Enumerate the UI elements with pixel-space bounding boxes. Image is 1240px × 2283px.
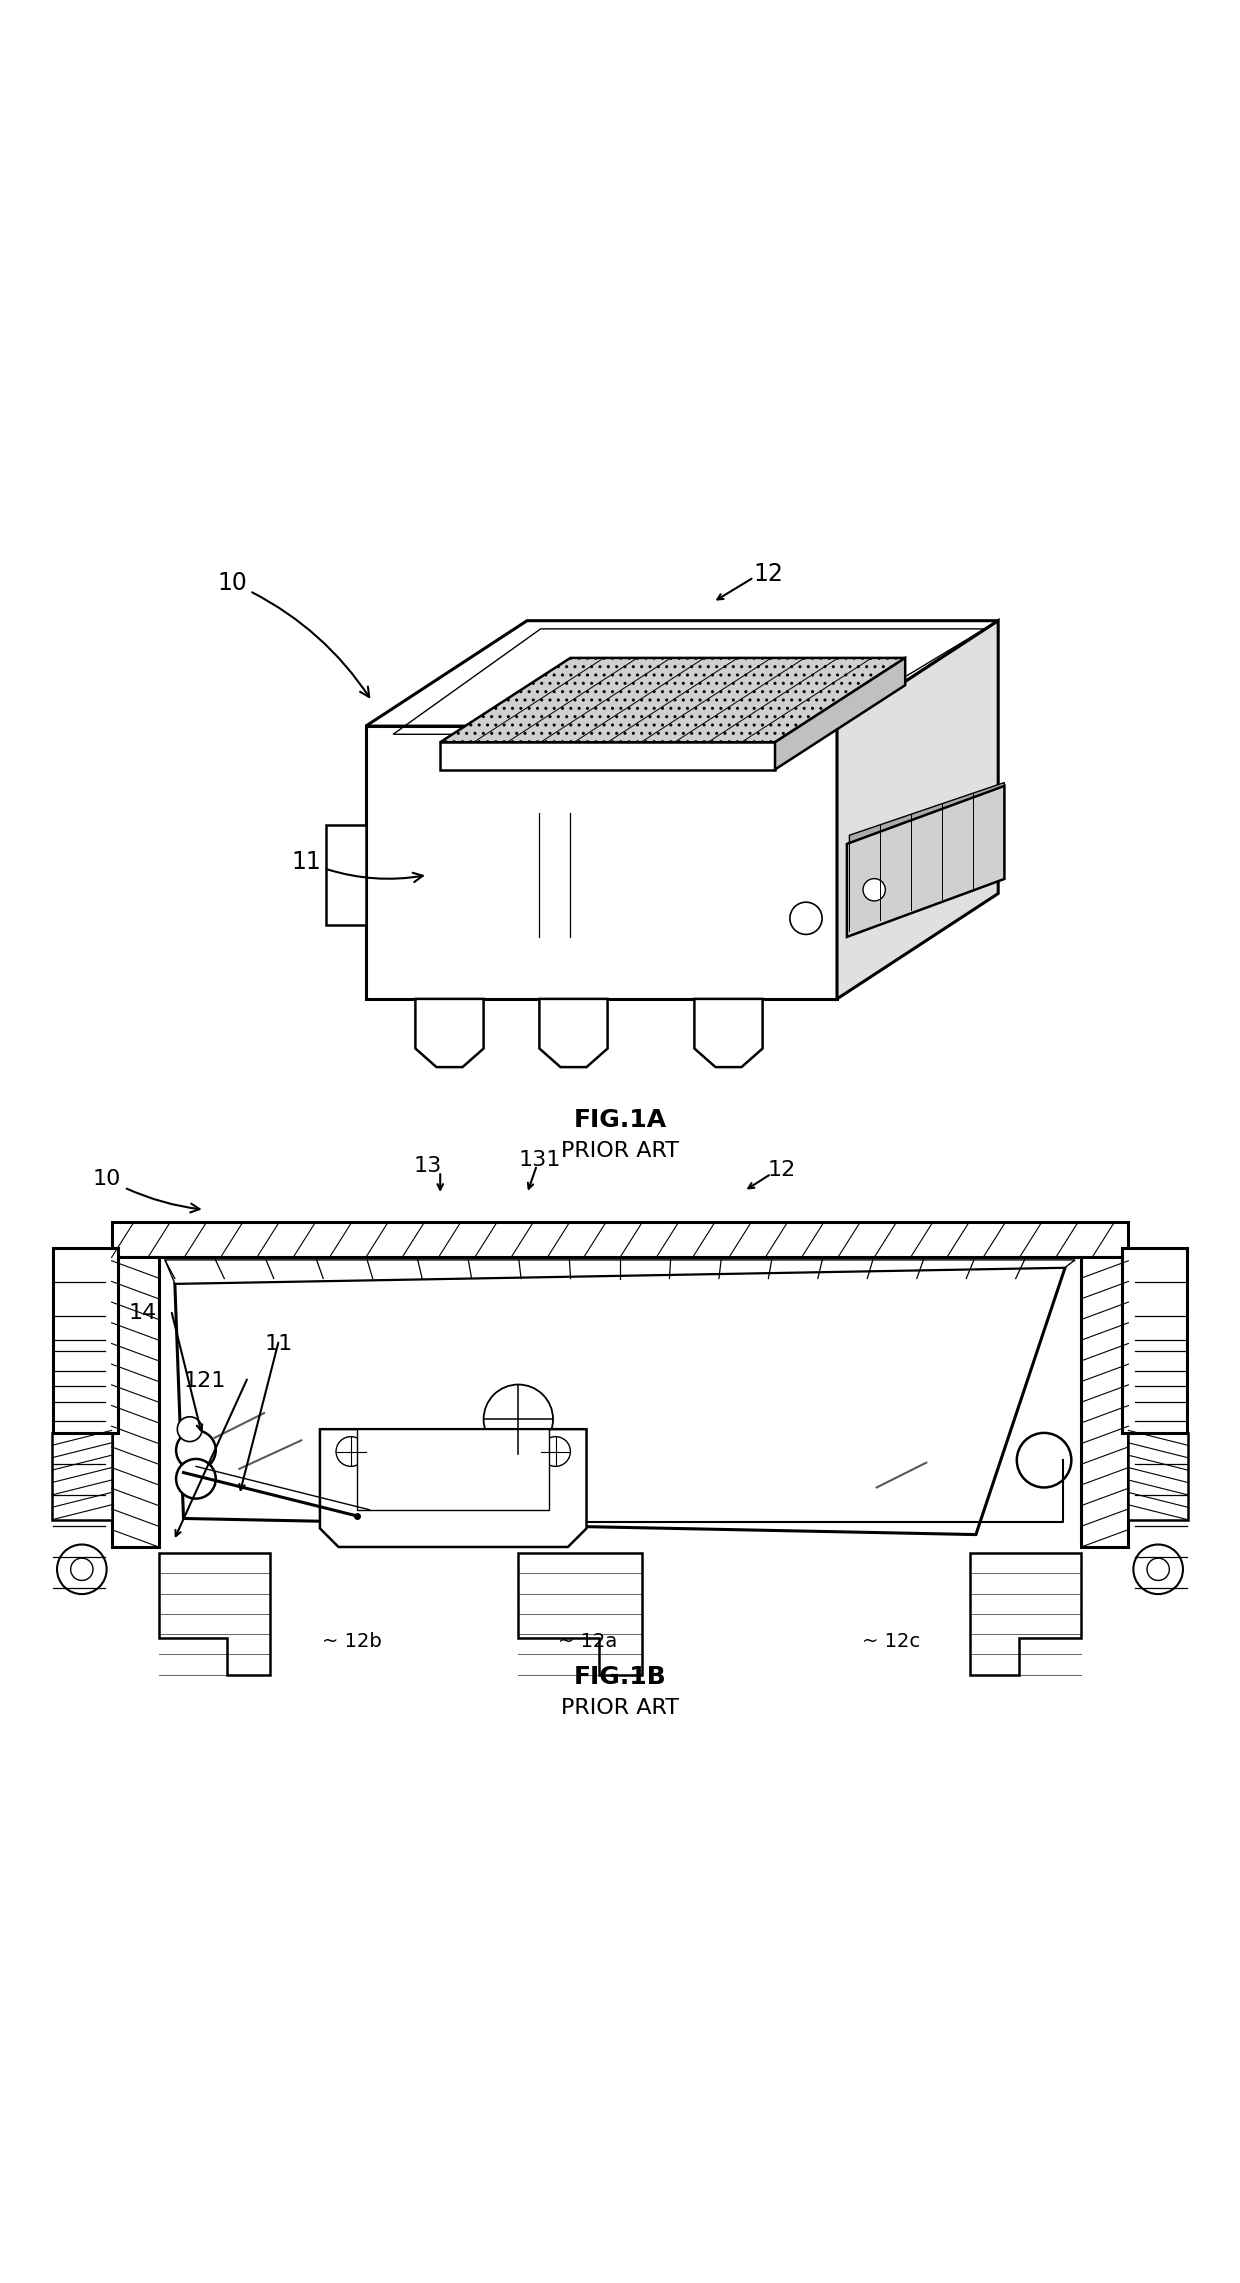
Text: 14: 14	[129, 1304, 156, 1322]
Polygon shape	[326, 824, 366, 925]
Polygon shape	[415, 1000, 484, 1066]
Circle shape	[1017, 1434, 1071, 1489]
Circle shape	[1133, 1546, 1183, 1594]
Text: 12: 12	[768, 1160, 795, 1180]
Text: 10: 10	[217, 571, 370, 696]
Polygon shape	[847, 785, 1004, 936]
Text: ~ 12a: ~ 12a	[558, 1632, 618, 1651]
Circle shape	[541, 1436, 570, 1466]
Text: 13: 13	[414, 1155, 441, 1176]
Circle shape	[71, 1557, 93, 1580]
Polygon shape	[1128, 1434, 1188, 1520]
Text: FIG.1B: FIG.1B	[574, 1664, 666, 1689]
Polygon shape	[775, 658, 905, 769]
Circle shape	[336, 1436, 366, 1466]
Polygon shape	[849, 783, 1004, 931]
Polygon shape	[539, 1000, 608, 1066]
Circle shape	[176, 1459, 216, 1498]
Text: 131: 131	[518, 1151, 560, 1171]
Polygon shape	[694, 1000, 763, 1066]
Circle shape	[57, 1546, 107, 1594]
Polygon shape	[175, 1267, 1065, 1534]
Text: ~ 12b: ~ 12b	[322, 1632, 382, 1651]
Polygon shape	[837, 621, 998, 1000]
Circle shape	[863, 879, 885, 902]
Polygon shape	[53, 1249, 118, 1434]
Circle shape	[790, 902, 822, 934]
Text: 12: 12	[754, 562, 784, 584]
Polygon shape	[320, 1429, 587, 1548]
Text: PRIOR ART: PRIOR ART	[560, 1699, 680, 1719]
Polygon shape	[165, 1260, 1075, 1283]
Polygon shape	[518, 1552, 642, 1676]
Polygon shape	[366, 726, 837, 1000]
Text: 10: 10	[93, 1169, 200, 1212]
Polygon shape	[970, 1552, 1081, 1676]
Text: 11: 11	[265, 1333, 293, 1354]
Circle shape	[1147, 1557, 1169, 1580]
Polygon shape	[159, 1552, 270, 1676]
Polygon shape	[366, 621, 998, 726]
Circle shape	[177, 1418, 202, 1441]
Text: 11: 11	[291, 849, 423, 881]
Text: 121: 121	[184, 1370, 226, 1390]
Bar	[1081, 1258, 1128, 1548]
Polygon shape	[52, 1434, 112, 1520]
Bar	[112, 1221, 1128, 1258]
Polygon shape	[440, 658, 905, 742]
Text: PRIOR ART: PRIOR ART	[560, 1142, 680, 1162]
Circle shape	[484, 1383, 553, 1454]
Polygon shape	[357, 1429, 549, 1509]
Text: ~ 12c: ~ 12c	[862, 1632, 920, 1651]
Circle shape	[176, 1431, 216, 1470]
Polygon shape	[440, 742, 775, 769]
Polygon shape	[1122, 1249, 1187, 1434]
Text: FIG.1A: FIG.1A	[573, 1110, 667, 1132]
Bar	[112, 1258, 159, 1548]
